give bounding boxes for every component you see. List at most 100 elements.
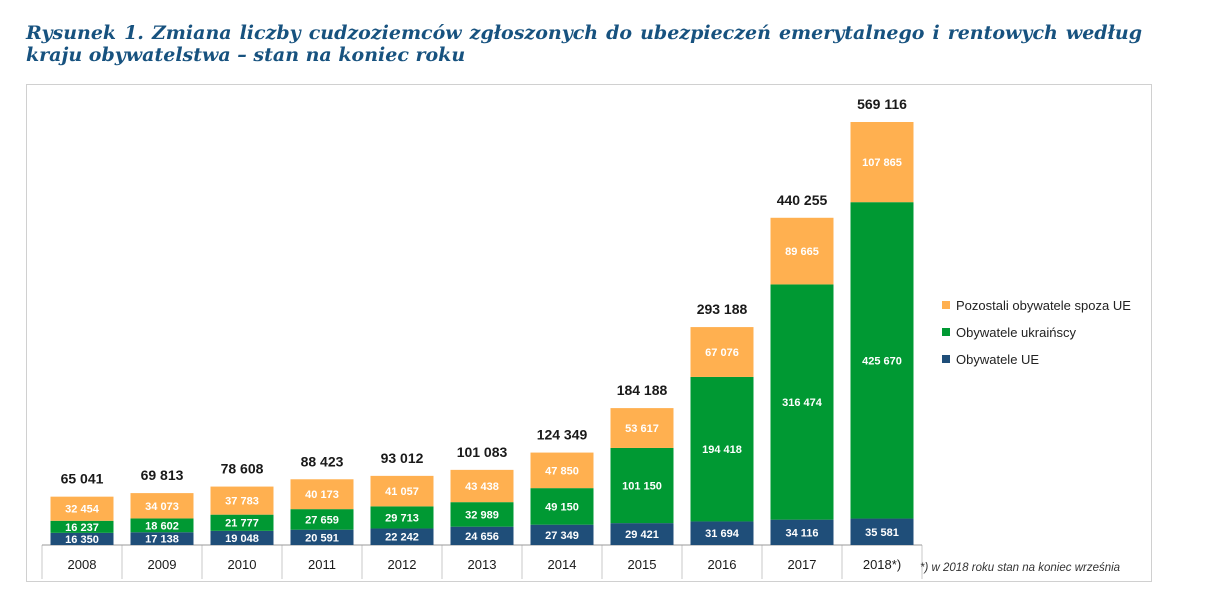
total-value-label: 124 349	[537, 427, 588, 443]
figure-title: Rysunek 1. Zmiana liczby cudzoziemców zg…	[26, 22, 1142, 66]
bar-segment-ukraine	[690, 376, 754, 522]
segment-value-label-other: 37 783	[225, 496, 259, 508]
segment-value-label-ukraine: 27 659	[305, 514, 339, 526]
segment-value-label-ukraine: 18 602	[145, 520, 179, 532]
segment-value-label-eu: 16 350	[65, 534, 99, 546]
legend-item-eu: Obywatele UE	[942, 350, 1039, 368]
segment-value-label-eu: 31 694	[705, 528, 740, 540]
segment-value-label-eu: 17 138	[145, 534, 179, 546]
segment-value-label-eu: 35 581	[865, 527, 899, 539]
bar-segment-other	[770, 217, 834, 285]
segment-value-label-other: 32 454	[65, 504, 100, 516]
total-value-label: 88 423	[301, 453, 344, 469]
segment-value-label-other: 41 057	[385, 486, 419, 498]
segment-value-label-ukraine: 21 777	[225, 518, 259, 530]
bar-segment-ukraine	[50, 520, 114, 533]
x-tick-label: 2011	[308, 557, 336, 572]
x-tick-label: 2008	[68, 557, 97, 572]
segment-value-label-other: 67 076	[705, 347, 739, 359]
segment-value-label-ukraine: 29 713	[385, 512, 419, 524]
segment-value-label-eu: 34 116	[785, 527, 818, 539]
total-value-label: 65 041	[61, 471, 104, 487]
segment-value-label-other: 89 665	[785, 246, 819, 258]
bar-segment-other	[530, 452, 594, 489]
segment-value-label-eu: 20 591	[305, 532, 339, 544]
segment-value-label-eu: 24 656	[465, 531, 499, 543]
bar-segment-eu	[530, 524, 594, 545]
total-value-label: 440 255	[777, 192, 828, 208]
segment-value-label-other: 40 173	[305, 489, 339, 501]
segment-value-label-ukraine: 16 237	[65, 522, 99, 534]
segment-value-label-eu: 22 242	[385, 532, 419, 544]
total-value-label: 69 813	[141, 467, 184, 483]
legend-swatch-ukraine	[942, 328, 950, 336]
segment-value-label-other: 107 865	[862, 157, 902, 169]
total-value-label: 93 012	[381, 450, 424, 466]
bar-segment-ukraine	[370, 506, 434, 529]
bar-segment-ukraine	[610, 447, 674, 524]
x-tick-label: 2015	[628, 557, 657, 572]
x-tick-label: 2010	[228, 557, 257, 572]
bar-segment-ukraine	[210, 514, 274, 531]
footnote: *) w 2018 roku stan na koniec września	[920, 562, 1121, 574]
chart-frame	[26, 84, 1152, 582]
total-value-label: 184 188	[617, 382, 668, 398]
segment-value-label-eu: 27 349	[545, 530, 579, 542]
legend-label-eu: Obywatele UE	[956, 351, 1040, 367]
x-tick-label: 2012	[388, 557, 417, 572]
segment-value-label-ukraine: 32 989	[465, 509, 499, 521]
bar-segment-other	[130, 493, 194, 519]
x-tick-label: 2018*)	[863, 557, 901, 572]
total-value-label: 569 116	[857, 96, 907, 112]
bar-segment-other	[610, 408, 674, 448]
segment-value-label-ukraine: 425 670	[862, 355, 902, 367]
bar-segment-eu	[850, 518, 914, 545]
bar-segment-other	[210, 486, 274, 515]
legend-label-other: Pozostali obywatele spoza UE	[956, 297, 1131, 313]
bar-segment-other	[450, 469, 514, 503]
legend-label-ukraine: Obywatele ukraińscy	[956, 324, 1076, 340]
bar-segment-ukraine	[290, 509, 354, 530]
bar-segment-eu	[450, 526, 514, 545]
legend-item-other: Pozostali obywatele spoza UE	[942, 296, 1131, 314]
segment-value-label-other: 43 438	[465, 481, 499, 493]
segment-value-label-eu: 19 048	[225, 533, 259, 545]
segment-value-label-ukraine: 316 474	[782, 397, 823, 409]
bar-segment-other	[50, 496, 114, 521]
segment-value-label-eu: 29 421	[625, 529, 659, 541]
x-tick-label: 2014	[548, 557, 577, 572]
segment-value-label-ukraine: 49 150	[545, 501, 579, 513]
x-tick-label: 2016	[708, 557, 737, 572]
bar-segment-ukraine	[450, 502, 514, 527]
x-tick-label: 2009	[148, 557, 177, 572]
bar-segment-eu	[50, 532, 114, 545]
segment-value-label-other: 53 617	[625, 423, 659, 435]
total-value-label: 101 083	[457, 444, 508, 460]
bar-segment-eu	[770, 519, 834, 545]
x-tick-label: 2013	[468, 557, 497, 572]
legend-swatch-other	[942, 301, 950, 309]
segment-value-label-other: 47 850	[545, 465, 579, 477]
bar-segment-ukraine	[530, 488, 594, 525]
x-tick-label: 2017	[788, 557, 817, 572]
bar-segment-eu	[290, 529, 354, 545]
total-value-label: 293 188	[697, 301, 748, 317]
bar-segment-other	[690, 327, 754, 377]
bar-segment-eu	[690, 521, 754, 545]
total-value-label: 78 608	[221, 461, 264, 477]
legend-item-ukraine: Obywatele ukraińscy	[942, 323, 1076, 341]
bar-segment-eu	[610, 523, 674, 545]
segment-value-label-ukraine: 101 150	[622, 481, 662, 493]
bar-segment-eu	[210, 530, 274, 545]
segment-value-label-ukraine: 194 418	[702, 444, 742, 456]
segment-value-label-other: 34 073	[145, 501, 179, 513]
bar-segment-ukraine	[850, 202, 914, 519]
bar-segment-other	[850, 122, 914, 203]
bar-segment-eu	[370, 528, 434, 545]
bar-segment-ukraine	[770, 284, 834, 520]
bar-segment-other	[370, 475, 434, 507]
bar-segment-other	[290, 479, 354, 510]
bar-segment-ukraine	[130, 518, 194, 533]
legend-swatch-eu	[942, 355, 950, 363]
